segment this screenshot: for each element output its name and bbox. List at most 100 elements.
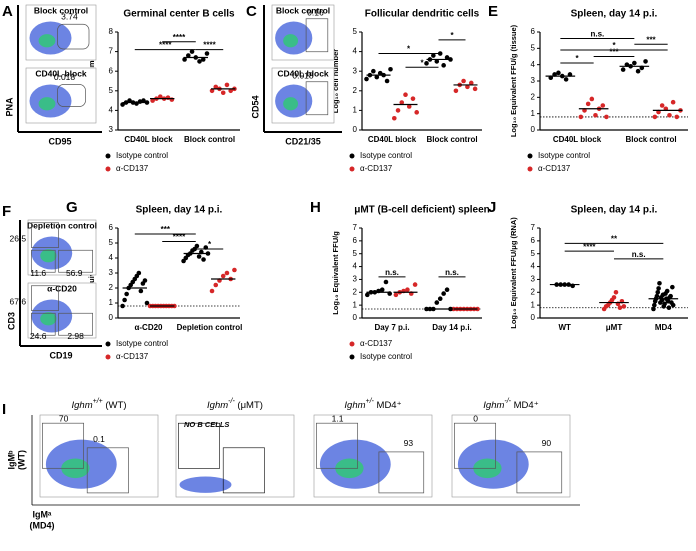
strain: (WT): [103, 400, 127, 411]
legend-marker: [527, 166, 533, 172]
y-tick-label: 2: [353, 287, 358, 296]
y-tick-label: 0: [353, 125, 358, 134]
y-tick-label: 4: [109, 253, 114, 262]
panel-letter: C: [246, 3, 257, 20]
data-point: [204, 51, 210, 56]
significance-label: *: [450, 31, 454, 40]
y-tick-label: 5: [531, 249, 536, 258]
y-axis-label: IgMᵇ: [6, 450, 16, 469]
y-tick-label: 1: [353, 300, 358, 309]
significance-label: *: [208, 240, 212, 249]
data-point: [395, 108, 401, 113]
gene-name: Ighm: [344, 400, 365, 411]
gate-percentage: 93: [404, 438, 414, 448]
density-core: [40, 249, 57, 263]
data-point: [371, 68, 376, 74]
data-point: [643, 59, 648, 64]
data-point: [200, 57, 206, 62]
legend-label: α-CD137: [360, 339, 393, 348]
data-point: [441, 291, 446, 296]
y-tick-label: 6: [531, 27, 536, 36]
panel-letter: F: [2, 203, 11, 220]
data-point: [441, 63, 446, 68]
significance-label: n.s.: [632, 250, 646, 259]
data-point: [228, 88, 233, 94]
data-point: [186, 53, 191, 58]
legend-label: α-CD137: [116, 352, 149, 361]
data-point: [662, 301, 667, 307]
data-point: [364, 76, 369, 82]
gate: [31, 285, 59, 311]
data-point: [393, 292, 399, 298]
density-region: [179, 476, 232, 493]
data-point: [666, 305, 672, 311]
gate: [58, 312, 93, 336]
y-axis-label: Log₁₀ Equivalent FFU/g (tissue): [509, 24, 518, 137]
data-point: [652, 114, 658, 120]
data-point: [384, 78, 390, 84]
data-point: [406, 104, 412, 109]
data-point: [224, 270, 230, 276]
data-point: [593, 113, 598, 118]
strain: MD4⁺: [374, 400, 402, 411]
y-tick-label: 6: [531, 236, 536, 245]
plot-title: Ighm-/- (μMT): [207, 398, 263, 411]
data-point: [453, 88, 459, 94]
density-plot: [275, 84, 313, 118]
data-point: [659, 103, 665, 108]
y-tick-label: 6: [109, 66, 114, 75]
y-tick-label: 1: [109, 298, 114, 307]
gate: [57, 84, 86, 107]
gate: [454, 422, 497, 469]
data-point: [383, 279, 389, 285]
density-plot: [29, 21, 72, 55]
legend-label: Isotype control: [360, 352, 412, 361]
significance-label: **: [611, 235, 618, 244]
y-tick-label: 4: [531, 262, 536, 271]
legend-label: Isotype control: [116, 151, 168, 160]
density-core: [283, 97, 299, 111]
y-tick-label: 4: [109, 106, 114, 115]
data-point: [388, 66, 393, 72]
legend-marker: [349, 341, 355, 347]
data-point: [136, 270, 142, 276]
significance-label: n.s.: [385, 268, 399, 277]
y-tick-label: 3: [353, 66, 358, 75]
y-axis-label: (WT): [16, 450, 26, 470]
density-core: [283, 34, 299, 48]
y-tick-label: 3: [109, 125, 114, 134]
density-core: [38, 97, 56, 111]
gate: [178, 422, 220, 469]
data-point: [399, 100, 405, 105]
chart-title: Germinal center B cells: [123, 9, 235, 20]
density-core: [38, 34, 56, 48]
data-point: [150, 98, 155, 103]
legend-marker: [349, 166, 355, 172]
gate-percentage: 90: [542, 438, 552, 448]
x-tick-label: Depletion control: [177, 323, 243, 332]
data-point: [670, 302, 676, 308]
y-tick-label: 5: [353, 27, 358, 36]
data-point: [209, 88, 215, 94]
data-point: [620, 67, 626, 72]
significance-label: ****: [159, 41, 172, 50]
y-tick-label: 3: [353, 275, 358, 284]
gate-percentage: 2.98: [67, 331, 84, 341]
x-tick-label: α-CD20: [134, 323, 163, 332]
plot-title: CD40L block: [35, 68, 87, 78]
plot-title: Block control: [276, 5, 330, 15]
legend-label: α-CD137: [116, 164, 149, 173]
y-tick-label: 5: [109, 238, 114, 247]
y-tick-label: 4: [531, 60, 536, 69]
data-point: [122, 297, 127, 303]
data-point: [654, 293, 660, 299]
legend-marker: [105, 166, 111, 172]
data-point: [220, 273, 226, 279]
genotype: +/-: [366, 398, 375, 405]
y-tick-label: 0: [531, 313, 536, 322]
gate: [305, 81, 329, 116]
x-tick-label: Day 7 p.i.: [374, 323, 409, 332]
data-point: [120, 303, 125, 309]
x-axis-label: CD21/35: [285, 136, 321, 146]
data-point: [434, 300, 440, 305]
